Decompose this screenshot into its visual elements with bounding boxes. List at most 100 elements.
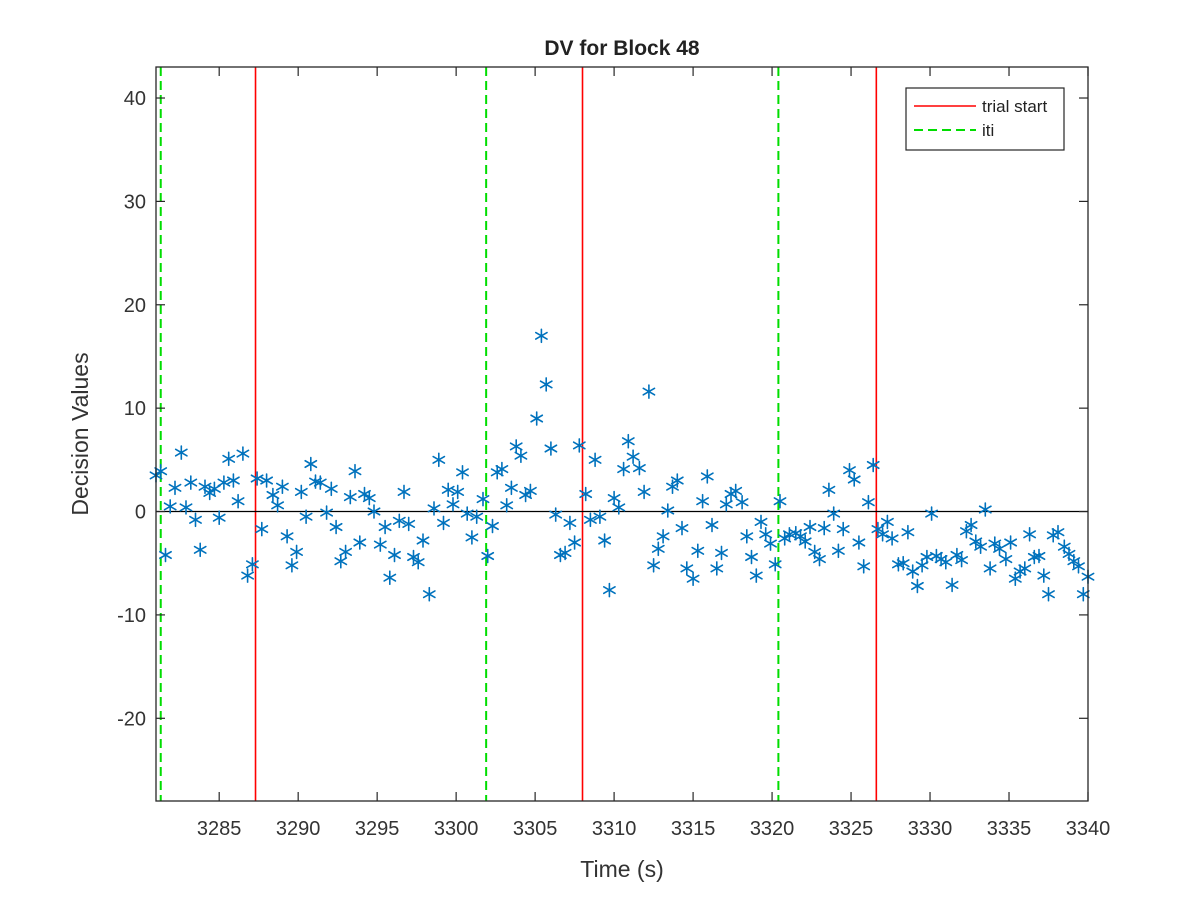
data-point bbox=[831, 543, 845, 559]
data-point bbox=[764, 536, 777, 551]
data-point bbox=[1023, 526, 1037, 542]
data-point bbox=[250, 471, 264, 486]
data-point bbox=[700, 469, 714, 484]
data-point bbox=[871, 521, 885, 537]
axes bbox=[155, 66, 1089, 802]
data-point bbox=[549, 507, 563, 522]
data-point bbox=[993, 541, 1006, 557]
data-point bbox=[803, 519, 817, 535]
data-point bbox=[813, 551, 826, 567]
data-point bbox=[1042, 586, 1055, 602]
data-point bbox=[558, 545, 572, 561]
x-tick-label: 3325 bbox=[829, 818, 874, 840]
data-point bbox=[299, 509, 313, 525]
x-tick-label: 3340 bbox=[1066, 818, 1111, 840]
data-point bbox=[402, 516, 416, 532]
data-point bbox=[632, 460, 646, 476]
x-tick-label: 3300 bbox=[434, 818, 479, 840]
data-point bbox=[710, 561, 724, 576]
data-point bbox=[358, 486, 371, 502]
x-tick-label: 3310 bbox=[592, 818, 637, 840]
data-point bbox=[476, 491, 490, 507]
data-point bbox=[896, 555, 910, 571]
data-point bbox=[271, 497, 285, 513]
data-point bbox=[568, 535, 582, 550]
data-point bbox=[866, 457, 880, 473]
data-point bbox=[432, 452, 446, 468]
data-point bbox=[456, 464, 469, 480]
data-point bbox=[159, 547, 172, 563]
data-point bbox=[661, 503, 675, 518]
data-point bbox=[367, 504, 381, 519]
data-point bbox=[486, 518, 499, 534]
data-point bbox=[509, 439, 523, 454]
data-point bbox=[754, 514, 768, 530]
data-point bbox=[735, 494, 749, 510]
data-point bbox=[945, 577, 959, 593]
data-point bbox=[174, 445, 188, 460]
y-tick-label: 0 bbox=[135, 502, 146, 524]
data-point bbox=[612, 500, 626, 515]
data-point bbox=[422, 586, 436, 602]
legend: trial start iti bbox=[905, 87, 1065, 151]
x-tick-label: 3315 bbox=[671, 818, 716, 840]
data-point bbox=[647, 557, 661, 573]
data-point bbox=[212, 510, 226, 526]
data-point bbox=[885, 531, 899, 546]
data-point bbox=[348, 463, 362, 479]
data-point bbox=[983, 561, 997, 576]
data-point bbox=[817, 520, 831, 536]
data-point bbox=[514, 448, 528, 464]
data-point bbox=[534, 328, 548, 344]
data-point bbox=[179, 500, 193, 515]
data-point bbox=[670, 473, 684, 488]
x-tick-label: 3320 bbox=[750, 818, 795, 840]
data-point bbox=[1072, 558, 1085, 574]
data-point bbox=[880, 514, 894, 530]
data-point bbox=[362, 490, 376, 506]
data-point bbox=[843, 462, 856, 478]
data-point bbox=[383, 570, 397, 586]
data-point bbox=[460, 506, 474, 521]
data-point bbox=[500, 497, 514, 513]
data-point bbox=[705, 517, 719, 533]
y-axis-label: Decision Values bbox=[67, 352, 93, 515]
data-point bbox=[539, 377, 553, 392]
data-point bbox=[642, 384, 656, 399]
data-point bbox=[266, 487, 280, 503]
data-point bbox=[794, 528, 807, 544]
data-point bbox=[602, 582, 616, 598]
data-point bbox=[189, 512, 202, 528]
data-point bbox=[343, 489, 357, 505]
data-point bbox=[1076, 586, 1090, 602]
data-point bbox=[530, 411, 544, 426]
data-point bbox=[217, 475, 231, 490]
y-tick-label: -10 bbox=[117, 605, 146, 627]
data-point bbox=[222, 451, 236, 467]
data-point bbox=[836, 521, 850, 537]
x-tick-label: 3295 bbox=[355, 818, 400, 840]
data-point bbox=[290, 544, 304, 560]
data-point bbox=[407, 549, 420, 565]
data-point bbox=[759, 526, 773, 542]
data-point bbox=[1037, 568, 1051, 583]
data-point bbox=[749, 568, 763, 583]
data-point bbox=[329, 519, 343, 535]
x-tick-label: 3335 bbox=[987, 818, 1032, 840]
data-point bbox=[719, 496, 733, 512]
data-point bbox=[495, 461, 509, 477]
data-point bbox=[388, 547, 401, 563]
data-point bbox=[470, 509, 484, 525]
data-point bbox=[193, 542, 207, 558]
data-point bbox=[999, 551, 1013, 567]
data-point bbox=[416, 533, 430, 548]
data-point bbox=[226, 473, 240, 488]
chart-title: DV for Block 48 bbox=[544, 37, 700, 60]
data-point bbox=[773, 493, 787, 509]
data-point bbox=[621, 433, 635, 449]
data-point bbox=[255, 521, 269, 537]
data-point bbox=[236, 446, 250, 461]
legend-label: iti bbox=[982, 121, 994, 140]
data-point bbox=[593, 509, 607, 525]
